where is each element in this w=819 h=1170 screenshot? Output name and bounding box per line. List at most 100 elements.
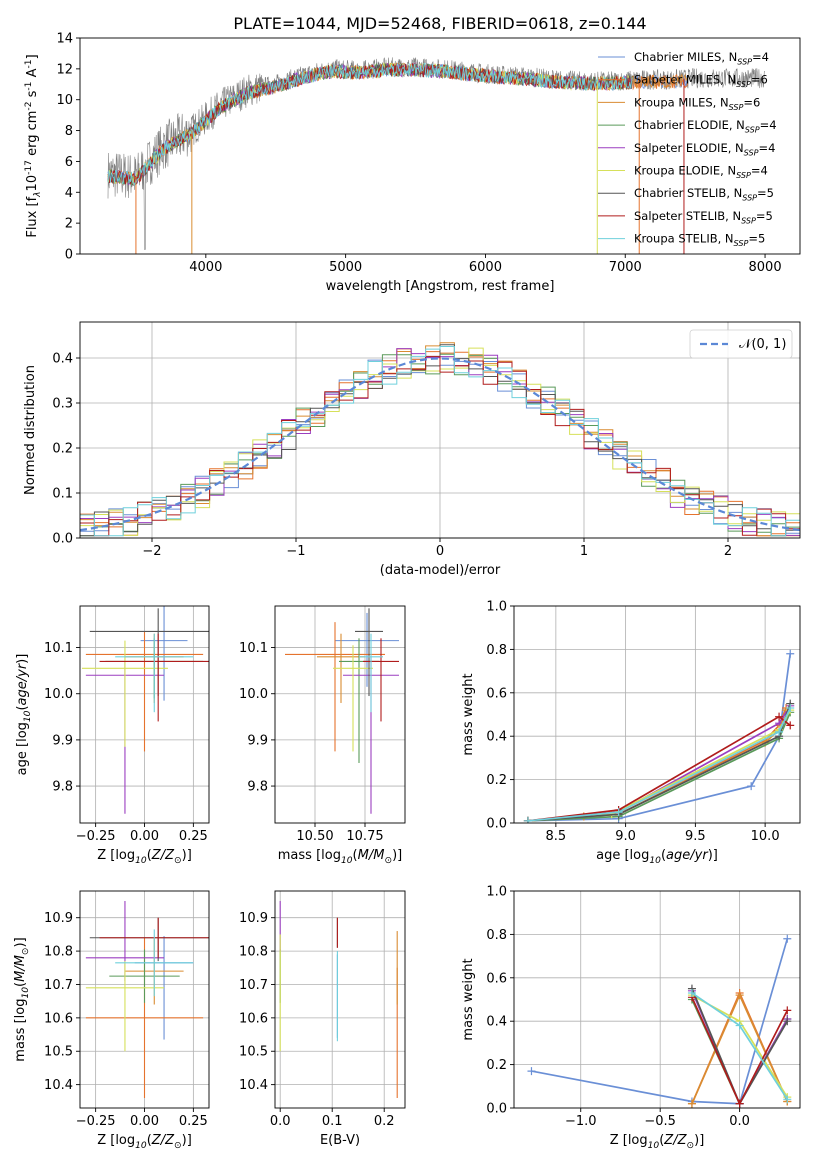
spectrum-legend-entry: Salpeter STELIB, NSSP​=5 [634, 209, 773, 225]
mass_weight_vs_Z-ytick-label: 0.0 [486, 1102, 507, 1117]
age_vs_Z-ytick-label: 10.0 [44, 687, 73, 702]
mass_weight_vs_age-ytick-label: 1.0 [486, 600, 507, 615]
age_vs_Z-xlabel: Z [log10​(Z/Z⊙​)] [97, 848, 192, 866]
mass_weight_vs_age-ytick-label: 0.4 [486, 730, 507, 745]
spectrum-ytick-label: 12 [56, 62, 73, 77]
mass_weight_vs_Z-marker [735, 1099, 744, 1108]
mass_weight_vs_Z-ytick-label: 0.2 [486, 1058, 507, 1073]
mass_vs_Z-panel [76, 890, 210, 1112]
spectrum-xtick-label: 8000 [749, 260, 782, 275]
mass_vs_ebv-xtick-label: 0.1 [322, 1114, 343, 1129]
mass_weight_vs_age-panel [510, 605, 801, 827]
residuals-legend-label: 𝒩(0, 1) [739, 337, 786, 352]
mass_weight_vs_Z-marker [783, 934, 792, 943]
age_vs_mass-ytick-label: 10.0 [239, 687, 268, 702]
mass_weight_vs_age-line-kroupa-stelib [527, 707, 791, 822]
mass_vs_Z-ytick-label: 10.4 [44, 1078, 73, 1093]
mass_weight_vs_age-ylabel: mass weight [461, 673, 476, 755]
mass_weight_vs_age-line-chabrier-elodie [527, 711, 791, 822]
mass_vs_Z-ytick-label: 10.8 [44, 945, 73, 960]
age_vs_Z-xtick-label: 0.00 [130, 829, 159, 844]
age_vs_mass-ytick-label: 9.9 [247, 733, 268, 748]
mass_weight_vs_age-marker [775, 727, 784, 736]
mass_weight_vs_age-marker [747, 782, 756, 791]
residual-hist-chabrier-stelib [80, 344, 800, 537]
mass_weight_vs_age-line-kroupa-elodie [527, 709, 791, 822]
mass_weight_vs_age-line-kroupa-miles [527, 709, 787, 822]
spectrum-xlabel: wavelength [Angstrom, rest frame] [326, 279, 555, 294]
residual-hist-salpeter-stelib [80, 355, 800, 537]
mass_weight_vs_age-marker [523, 816, 532, 823]
mass_weight_vs_age-marker [786, 703, 795, 712]
residuals-ytick-label: 0.1 [52, 487, 73, 502]
age_vs_mass-plot-area [285, 608, 399, 814]
mass_weight_vs_Z-marker [783, 1095, 792, 1104]
residuals-plot-area [80, 342, 800, 537]
spectrum-title: PLATE=1044, MJD=52468, FIBERID=0618, z=0… [233, 14, 646, 33]
mass_weight_vs_Z-marker [783, 1006, 792, 1015]
mass_weight_vs_Z-plot-area [527, 934, 792, 1108]
spectrum-legend-entry: Chabrier STELIB, NSSP​=5 [634, 186, 774, 202]
age_vs_Z-frame [79, 605, 210, 824]
residuals-xtick-label: 0 [436, 544, 444, 559]
mass_weight_vs_Z-line-chabrier-miles [531, 938, 789, 1105]
mass_weight_vs_Z-marker [527, 1067, 536, 1076]
residual-hist-kroupa-stelib [80, 346, 800, 537]
mass_weight_vs_Z-frame [513, 890, 801, 1109]
mass_weight_vs_age-ytick-label: 0.0 [486, 817, 507, 832]
age_vs_Z-ytick-label: 9.8 [52, 780, 73, 795]
mass_vs_Z-ytick-label: 10.9 [44, 911, 73, 926]
mass_vs_ebv-ytick-label: 10.5 [239, 1045, 268, 1060]
mass_weight_vs_Z-panel [510, 890, 801, 1112]
spectrum-legend-entry: Kroupa MILES, NSSP​=6 [634, 95, 760, 111]
age_vs_mass-frame [274, 605, 406, 824]
mass_weight_vs_age-line-chabrier-stelib [527, 703, 792, 822]
spectrum-model-kroupa-stelib [107, 62, 633, 186]
mass_weight_vs_age-marker [786, 721, 795, 730]
mass_vs_ebv-panel [271, 890, 406, 1112]
spectrum-xtick-label: 6000 [469, 260, 502, 275]
mass_vs_Z-ytick-label: 10.5 [44, 1045, 73, 1060]
mass_weight_vs_Z-ytick-label: 0.6 [486, 971, 507, 986]
mass_weight_vs_Z-xlabel: Z [log10​(Z/Z⊙​)] [610, 1133, 705, 1151]
age_vs_mass-ytick-label: 10.1 [239, 641, 268, 656]
mass_vs_Z-xtick-label: 0.25 [179, 1114, 208, 1129]
residuals-xtick-label: −1 [286, 544, 305, 559]
mass_weight_vs_Z-ylabel: mass weight [461, 958, 476, 1040]
age_vs_Z-xtick-label: −0.25 [76, 829, 116, 844]
mass_weight_vs_Z-xtick-label: −0.5 [644, 1114, 676, 1129]
mass_vs_Z-ytick-label: 10.7 [44, 978, 73, 993]
mass_weight_vs_Z-marker [735, 1021, 744, 1030]
spectrum-xtick-label: 4000 [189, 260, 222, 275]
spectrum-legend-entry: Kroupa STELIB, NSSP​=5 [634, 232, 765, 248]
spectrum-panel [76, 37, 801, 258]
residuals-ylabel: Normed distribution [23, 365, 38, 495]
residuals-legend-box [689, 329, 793, 359]
mass_vs_ebv-xtick-label: 0.0 [270, 1114, 291, 1129]
age_vs_Z-ylabel: age [log10​(age/yr)] [15, 654, 33, 776]
mass_vs_ebv-xlabel: E(B-V) [320, 1133, 360, 1148]
mass_weight_vs_Z-xtick-label: −1.0 [565, 1114, 597, 1129]
mass_vs_ebv-ytick-label: 10.8 [239, 945, 268, 960]
mass_vs_Z-frame [79, 890, 210, 1109]
mass_weight_vs_age-ytick-label: 0.6 [486, 686, 507, 701]
mass_weight_vs_Z-marker [687, 988, 696, 997]
spectrum-ytick-label: 6 [65, 155, 73, 170]
spectrum-ytick-label: 10 [56, 93, 73, 108]
mass_weight_vs_age-line-salpeter-miles [527, 707, 787, 822]
mass_vs_Z-ytick-label: 10.6 [44, 1011, 73, 1026]
age_vs_Z-ytick-label: 9.9 [52, 733, 73, 748]
age_vs_mass-xtick-label: 10.75 [346, 829, 383, 844]
age_vs_Z-ytick-label: 10.1 [44, 641, 73, 656]
residuals-frame [79, 321, 801, 539]
residuals-xtick-label: −2 [142, 544, 161, 559]
mass_vs_ebv-xtick-label: 0.2 [374, 1114, 395, 1129]
spectrum-xtick-label: 7000 [609, 260, 642, 275]
spectrum-legend-entry: Kroupa ELODIE, NSSP​=4 [634, 164, 768, 180]
age_vs_mass-panel [271, 605, 406, 827]
mass_weight_vs_Z-marker [687, 1099, 696, 1108]
spectrum-ytick-label: 2 [65, 217, 73, 232]
residuals-ytick-label: 0.2 [52, 442, 73, 457]
residuals-ytick-label: 0.0 [52, 532, 73, 547]
mass_weight_vs_age-ytick-label: 0.8 [486, 643, 507, 658]
